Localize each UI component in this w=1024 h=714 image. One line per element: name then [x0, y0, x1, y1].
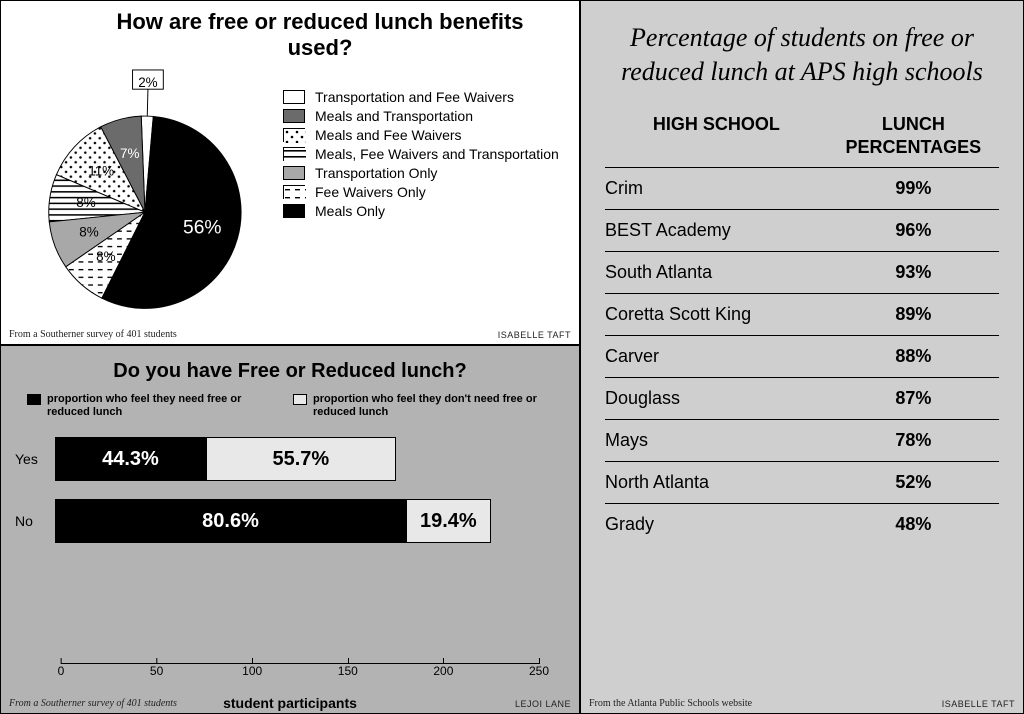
- bar-swatch-need: [27, 394, 41, 405]
- bar-category-label: Yes: [15, 451, 55, 467]
- bar-chart-title: Do you have Free or Reduced lunch?: [21, 360, 559, 383]
- pie-legend-swatch: [283, 185, 305, 199]
- pie-legend-swatch: [283, 166, 305, 180]
- col-header-school: HIGH SCHOOL: [605, 113, 828, 160]
- cell-pct: 88%: [828, 346, 999, 367]
- cell-school: Crim: [605, 178, 828, 199]
- pie-slice-label: 11%: [88, 163, 114, 178]
- pie-legend-item: Fee Waivers Only: [283, 184, 567, 200]
- pie-legend-label: Meals and Fee Waivers: [315, 127, 462, 143]
- bar-legend-need-label: proportion who feel they need free or re…: [47, 393, 265, 419]
- bar-legend-need: proportion who feel they need free or re…: [27, 393, 265, 419]
- cell-pct: 96%: [828, 220, 999, 241]
- bar-axis-tick: 200: [433, 664, 453, 678]
- pie-legend-swatch: [283, 147, 305, 161]
- table-row: Grady48%: [605, 503, 999, 545]
- pie-slice-label: 8%: [79, 224, 98, 239]
- pie-slice-label: 7%: [120, 146, 139, 161]
- bar-legend-no-need-label: proportion who feel they don't need free…: [313, 393, 553, 419]
- cell-school: BEST Academy: [605, 220, 828, 241]
- table-row: South Atlanta93%: [605, 251, 999, 293]
- cell-pct: 99%: [828, 178, 999, 199]
- table-row: North Atlanta52%: [605, 461, 999, 503]
- cell-school: Douglass: [605, 388, 828, 409]
- pie-slice-label: 8%: [76, 195, 95, 210]
- pie-legend-swatch: [283, 90, 305, 104]
- cell-school: South Atlanta: [605, 262, 828, 283]
- cell-school: North Atlanta: [605, 472, 828, 493]
- table-panel: Percentage of students on free or reduce…: [580, 0, 1024, 714]
- table-row: Coretta Scott King89%: [605, 293, 999, 335]
- cell-pct: 48%: [828, 514, 999, 535]
- pie-legend-item: Meals and Transportation: [283, 108, 567, 124]
- pie-legend-label: Transportation Only: [315, 165, 437, 181]
- pie-legend-label: Meals and Transportation: [315, 108, 473, 124]
- cell-school: Coretta Scott King: [605, 304, 828, 325]
- pie-slice-label: 2%: [138, 75, 157, 90]
- bar-axis-tick: 150: [338, 664, 358, 678]
- pie-legend-swatch: [283, 109, 305, 123]
- schools-table: HIGH SCHOOL LUNCH PERCENTAGES Crim99%BES…: [605, 113, 999, 546]
- col-header-pct: LUNCH PERCENTAGES: [828, 113, 999, 160]
- bar-category-label: No: [15, 513, 55, 529]
- bar-credit-source: From a Southerner survey of 401 students: [9, 698, 177, 709]
- bar-row: No80.6%19.4%: [61, 499, 539, 543]
- pie-chart: 2% 7% 11% 8% 8% 8% 56%: [13, 68, 273, 318]
- bar-segment-no-need: 55.7%: [206, 437, 396, 481]
- table-row: Douglass87%: [605, 377, 999, 419]
- bar-legend-no-need: proportion who feel they don't need free…: [293, 393, 553, 419]
- bar-segment-need: 80.6%: [55, 499, 406, 543]
- pie-legend: Transportation and Fee Waivers Meals and …: [273, 68, 567, 318]
- pie-legend-label: Meals Only: [315, 203, 385, 219]
- bar-segment-no-need: 19.4%: [406, 499, 491, 543]
- pie-legend-swatch: [283, 204, 305, 218]
- table-row: Mays78%: [605, 419, 999, 461]
- bar-credit-author: LEJOI LANE: [515, 699, 571, 709]
- cell-school: Carver: [605, 346, 828, 367]
- pie-legend-item: Transportation Only: [283, 165, 567, 181]
- pie-credit-author: ISABELLE TAFT: [498, 330, 571, 340]
- bar-x-axis: 050100150200250: [61, 663, 539, 693]
- cell-pct: 78%: [828, 430, 999, 451]
- pie-legend-swatch: [283, 128, 305, 142]
- bar-chart-area: Yes44.3%55.7% No80.6%19.4%: [61, 437, 539, 657]
- pie-legend-item: Meals Only: [283, 203, 567, 219]
- cell-school: Grady: [605, 514, 828, 535]
- table-row: Crim99%: [605, 167, 999, 209]
- bar-axis-tick: 0: [58, 664, 65, 678]
- table-credit-author: ISABELLE TAFT: [942, 699, 1015, 709]
- cell-school: Mays: [605, 430, 828, 451]
- pie-slice-label: 56%: [183, 217, 221, 238]
- bar-chart-panel: Do you have Free or Reduced lunch? propo…: [0, 345, 580, 714]
- table-row: BEST Academy96%: [605, 209, 999, 251]
- pie-legend-label: Meals, Fee Waivers and Transportation: [315, 146, 559, 162]
- pie-legend-item: Transportation and Fee Waivers: [283, 89, 567, 105]
- cell-pct: 52%: [828, 472, 999, 493]
- bar-axis-tick: 50: [150, 664, 163, 678]
- table-title: Percentage of students on free or reduce…: [605, 21, 999, 89]
- bar-legend: proportion who feel they need free or re…: [21, 393, 559, 419]
- pie-legend-item: Meals, Fee Waivers and Transportation: [283, 146, 567, 162]
- bar-swatch-no-need: [293, 394, 307, 405]
- cell-pct: 89%: [828, 304, 999, 325]
- table-row: Carver88%: [605, 335, 999, 377]
- table-header: HIGH SCHOOL LUNCH PERCENTAGES: [605, 113, 999, 160]
- pie-legend-label: Fee Waivers Only: [315, 184, 426, 200]
- pie-legend-item: Meals and Fee Waivers: [283, 127, 567, 143]
- bar-segment-need: 44.3%: [55, 437, 206, 481]
- bar-axis-tick: 250: [529, 664, 549, 678]
- cell-pct: 87%: [828, 388, 999, 409]
- bar-row: Yes44.3%55.7%: [61, 437, 539, 481]
- table-credit-source: From the Atlanta Public Schools website: [589, 698, 752, 709]
- pie-chart-panel: How are free or reduced lunch benefits u…: [0, 0, 580, 345]
- pie-credit-source: From a Southerner survey of 401 students: [9, 329, 177, 340]
- bar-axis-tick: 100: [242, 664, 262, 678]
- pie-slice-label: 8%: [96, 249, 115, 264]
- cell-pct: 93%: [828, 262, 999, 283]
- pie-legend-label: Transportation and Fee Waivers: [315, 89, 514, 105]
- pie-chart-title: How are free or reduced lunch benefits u…: [113, 9, 527, 62]
